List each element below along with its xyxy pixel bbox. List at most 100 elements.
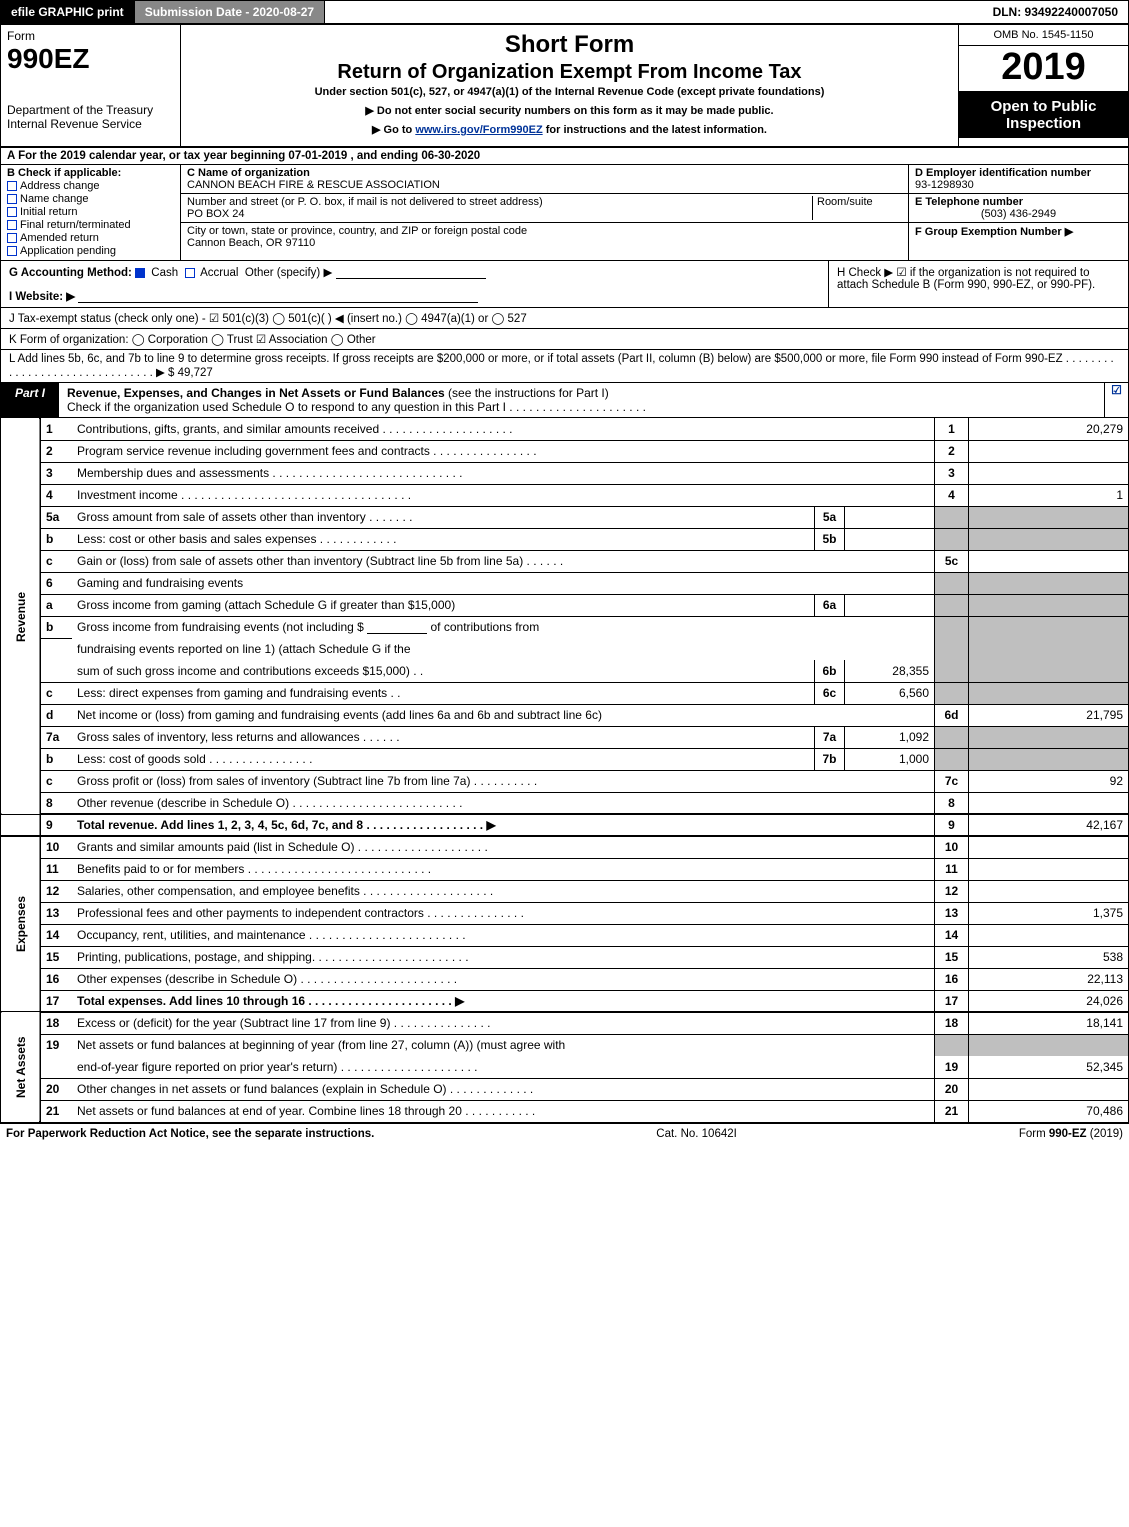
line-18-val: 18,141 <box>969 1012 1129 1034</box>
short-form-title: Short Form <box>189 31 950 59</box>
line-3-num: 3 <box>935 462 969 484</box>
line-11-num: 11 <box>935 858 969 880</box>
line-10-num: 10 <box>935 836 969 858</box>
line-10-val <box>969 836 1129 858</box>
line-19a-desc: Net assets or fund balances at beginning… <box>72 1034 935 1056</box>
line-20-desc: Other changes in net assets or fund bala… <box>72 1078 935 1100</box>
cb-address-change[interactable]: Address change <box>7 180 174 192</box>
return-title: Return of Organization Exempt From Incom… <box>189 61 950 84</box>
line-5c-num: 5c <box>935 550 969 572</box>
line-6c-sn: 6c <box>815 682 845 704</box>
line-8-desc: Other revenue (describe in Schedule O) .… <box>72 792 935 814</box>
cb-initial-return[interactable]: Initial return <box>7 206 174 218</box>
line-7a-desc: Gross sales of inventory, less returns a… <box>72 726 815 748</box>
irs-link[interactable]: www.irs.gov/Form990EZ <box>415 124 542 136</box>
dln-label: DLN: 93492240007050 <box>983 1 1128 23</box>
c-name-label: C Name of organization <box>187 167 310 179</box>
expenses-side-label: Expenses <box>1 836 41 1012</box>
section-b-title: B Check if applicable: <box>7 167 174 179</box>
line-6a-sn: 6a <box>815 594 845 616</box>
part1-tag: Part I <box>1 383 59 417</box>
line-7c-desc: Gross profit or (loss) from sales of inv… <box>72 770 935 792</box>
dept-treasury: Department of the Treasury <box>7 103 174 117</box>
line-6b-sn: 6b <box>815 660 845 682</box>
line-5a-sn: 5a <box>815 506 845 528</box>
line-6b2-desc: fundraising events reported on line 1) (… <box>72 638 935 660</box>
line-13-val: 1,375 <box>969 902 1129 924</box>
line-5b-desc: Less: cost or other basis and sales expe… <box>72 528 815 550</box>
line-6d-desc: Net income or (loss) from gaming and fun… <box>72 704 935 726</box>
cb-final-return[interactable]: Final return/terminated <box>7 219 174 231</box>
line-20-num: 20 <box>935 1078 969 1100</box>
c-street-label: Number and street (or P. O. box, if mail… <box>187 196 543 208</box>
org-street: PO BOX 24 <box>187 208 244 220</box>
submission-date-button[interactable]: Submission Date - 2020-08-27 <box>135 1 325 23</box>
line-16-desc: Other expenses (describe in Schedule O) … <box>72 968 935 990</box>
line-21-desc: Net assets or fund balances at end of ye… <box>72 1100 935 1122</box>
line-17-val: 24,026 <box>969 990 1129 1012</box>
cb-application-pending[interactable]: Application pending <box>7 245 174 257</box>
part1-header: Part I Revenue, Expenses, and Changes in… <box>0 383 1129 418</box>
l-gross-receipts: L Add lines 5b, 6c, and 7b to line 9 to … <box>0 350 1129 383</box>
section-b: B Check if applicable: Address change Na… <box>1 165 181 260</box>
h-line: H Check ▶ ☑ if the organization is not r… <box>828 261 1128 307</box>
line-19b-desc: end-of-year figure reported on prior yea… <box>72 1056 935 1078</box>
line-9-desc: Total revenue. Add lines 1, 2, 3, 4, 5c,… <box>72 814 935 836</box>
form-id: 990EZ <box>7 43 174 75</box>
line-6c-desc: Less: direct expenses from gaming and fu… <box>72 682 815 704</box>
efile-print-button[interactable]: efile GRAPHIC print <box>1 1 135 23</box>
line-16-val: 22,113 <box>969 968 1129 990</box>
line-6a-desc: Gross income from gaming (attach Schedul… <box>72 594 815 616</box>
line-6b3-desc: sum of such gross income and contributio… <box>72 660 815 682</box>
line-12-val <box>969 880 1129 902</box>
c-city-label: City or town, state or province, country… <box>187 225 527 237</box>
footer-left: For Paperwork Reduction Act Notice, see … <box>6 1128 374 1140</box>
ein: 93-1298930 <box>915 179 974 191</box>
cb-name-change[interactable]: Name change <box>7 193 174 205</box>
line-7b-desc: Less: cost of goods sold . . . . . . . .… <box>72 748 815 770</box>
d-label: D Employer identification number <box>915 167 1091 179</box>
line-19-val: 52,345 <box>969 1056 1129 1078</box>
cb-accrual[interactable] <box>185 268 195 278</box>
line-17-desc: Total expenses. Add lines 10 through 16 … <box>72 990 935 1012</box>
line-7a-sn: 7a <box>815 726 845 748</box>
goto-link-line: ▶ Go to www.irs.gov/Form990EZ for instru… <box>189 123 950 136</box>
line-4-val: 1 <box>969 484 1129 506</box>
dept-irs: Internal Revenue Service <box>7 117 174 131</box>
j-tax-exempt-status: J Tax-exempt status (check only one) - ☑… <box>0 308 1129 329</box>
info-block: B Check if applicable: Address change Na… <box>0 165 1129 261</box>
line-6d-val: 21,795 <box>969 704 1129 726</box>
line-15-num: 15 <box>935 946 969 968</box>
line-5b-sn: 5b <box>815 528 845 550</box>
f-label: F Group Exemption Number ▶ <box>915 226 1073 238</box>
line-19-num: 19 <box>935 1056 969 1078</box>
part1-title: Revenue, Expenses, and Changes in Net As… <box>59 383 1104 417</box>
footer-catno: Cat. No. 10642I <box>656 1128 737 1140</box>
line-11-desc: Benefits paid to or for members . . . . … <box>72 858 935 880</box>
netassets-side-label: Net Assets <box>1 1012 41 1122</box>
section-c: C Name of organization CANNON BEACH FIRE… <box>181 165 908 260</box>
line-17-num: 17 <box>935 990 969 1012</box>
e-label: E Telephone number <box>915 196 1023 208</box>
part1-check[interactable]: ☑ <box>1104 383 1128 417</box>
page-footer: For Paperwork Reduction Act Notice, see … <box>0 1123 1129 1144</box>
line-8-num: 8 <box>935 792 969 814</box>
cb-amended[interactable]: Amended return <box>7 232 174 244</box>
header-right: OMB No. 1545-1150 2019 Open to Public In… <box>958 25 1128 146</box>
line-14-val <box>969 924 1129 946</box>
cb-cash[interactable] <box>135 268 145 278</box>
line-7c-val: 92 <box>969 770 1129 792</box>
topbar-left-buttons: efile GRAPHIC print Submission Date - 20… <box>1 1 325 23</box>
top-bar: efile GRAPHIC print Submission Date - 20… <box>0 0 1129 25</box>
line-12-num: 12 <box>935 880 969 902</box>
line-8-val <box>969 792 1129 814</box>
line-14-num: 14 <box>935 924 969 946</box>
footer-formid: Form 990-EZ (2019) <box>1019 1128 1123 1140</box>
org-city: Cannon Beach, OR 97110 <box>187 237 315 249</box>
line-21-num: 21 <box>935 1100 969 1122</box>
line-6d-num: 6d <box>935 704 969 726</box>
line-9-num: 9 <box>935 814 969 836</box>
under-section: Under section 501(c), 527, or 4947(a)(1)… <box>189 86 950 98</box>
ssn-warning: ▶ Do not enter social security numbers o… <box>189 104 950 117</box>
line-3-val <box>969 462 1129 484</box>
